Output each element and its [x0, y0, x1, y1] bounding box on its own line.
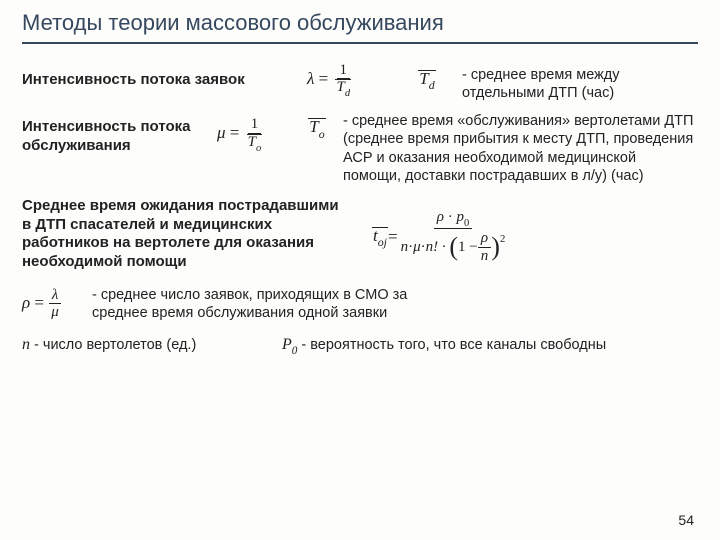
eq-sign: =	[388, 228, 398, 247]
lambda-formula: λ = 1 Td	[307, 62, 402, 98]
page-number: 54	[678, 512, 694, 528]
inner-n: n	[478, 248, 492, 265]
toj-den: n · μ · n! · (1 − ρn)2	[398, 229, 509, 265]
lambda-expl: - среднее время между отдельными ДТП (ча…	[462, 66, 698, 102]
rho-formula: ρ = λ μ	[22, 287, 92, 321]
lambda-frac-bot: Td	[332, 79, 354, 98]
to-sub: o	[319, 127, 325, 141]
lambda-frac-top: 1	[337, 62, 351, 80]
td-sub: d	[429, 78, 435, 92]
n-sym: n	[401, 239, 409, 256]
toj-label: Среднее время ожидания пострадавшими в Д…	[22, 197, 342, 272]
rho-expl: - среднее число заявок, приходящих в СМО…	[92, 286, 412, 322]
eq-sign: =	[314, 69, 332, 88]
mu-sym2: μ	[413, 239, 421, 256]
p-sym: p	[456, 209, 464, 225]
p0-sub: 0	[464, 218, 469, 229]
toj-row: Среднее время ожидания пострадавшими в Д…	[22, 197, 698, 272]
paren-close: )	[491, 237, 500, 258]
paren-open: (	[449, 237, 458, 258]
n-expl: - число вертолетов (ед.)	[30, 337, 196, 353]
lambda-label: Интенсивность потока заявок	[22, 71, 307, 90]
td-sym: T	[419, 69, 428, 88]
toj-formula: toj = ρ · p0 n · μ · n! · (1 − ρn)2	[342, 197, 698, 266]
lambda-td-sym: T	[336, 79, 344, 95]
mu-label: Интенсивность потока обслуживания	[22, 112, 217, 156]
mu-frac-bot: To	[244, 134, 266, 153]
nfact: n! ·	[426, 239, 446, 256]
lambda-row: Интенсивность потока заявок λ = 1 Td Td …	[22, 58, 698, 102]
eq-sign: =	[226, 123, 244, 142]
toj-frac: ρ · p0 n · μ · n! · (1 − ρn)2	[398, 209, 509, 266]
rho-top: λ	[49, 287, 62, 305]
to-sym: T	[309, 117, 318, 136]
rho-row: ρ = λ μ - среднее число заявок, приходящ…	[22, 286, 698, 322]
dot: ·	[444, 209, 457, 225]
lambda-frac: 1 Td	[332, 62, 354, 98]
rho-bot: μ	[48, 304, 62, 321]
toj-sub: oj	[378, 235, 387, 249]
rho-frac: λ μ	[48, 287, 62, 321]
p0-def: P0 - вероятность того, что все каналы св…	[282, 336, 698, 357]
lambda-td-sub: d	[345, 88, 350, 99]
lambda-rhs-sym: Td	[402, 70, 452, 91]
page-title: Методы теории массового обслуживания	[22, 10, 698, 44]
toj-lhs: toj	[372, 227, 388, 248]
p0-sym: P	[282, 336, 292, 353]
one-minus: 1 −	[458, 239, 478, 256]
eq-sign: =	[30, 293, 48, 312]
n-sym2: n	[22, 336, 30, 353]
mu-sym: μ	[217, 123, 226, 142]
p0-sub2: 0	[292, 345, 298, 357]
inner-frac: ρn	[478, 230, 492, 264]
mu-expl: - среднее время «обслуживания» вертолета…	[343, 112, 698, 185]
mu-to-sym: T	[248, 134, 256, 150]
n-def: n - число вертолетов (ед.)	[22, 336, 282, 354]
mu-rhs-sym: To	[297, 112, 337, 139]
p0-expl: - вероятность того, что все каналы свобо…	[297, 337, 606, 353]
mu-frac-top: 1	[248, 116, 262, 134]
inner-rho: ρ	[478, 230, 491, 248]
mu-frac: 1 To	[244, 116, 266, 152]
mu-to-sub: o	[256, 143, 261, 154]
mu-row: Интенсивность потока обслуживания μ = 1 …	[22, 112, 698, 185]
mu-formula: μ = 1 To	[217, 112, 297, 152]
rho-sym2: ρ	[22, 293, 30, 312]
bottom-row: n - число вертолетов (ед.) P0 - вероятно…	[22, 336, 698, 357]
toj-num: ρ · p0	[434, 209, 472, 230]
rho-sym: ρ	[437, 209, 444, 225]
squared: 2	[500, 233, 506, 245]
